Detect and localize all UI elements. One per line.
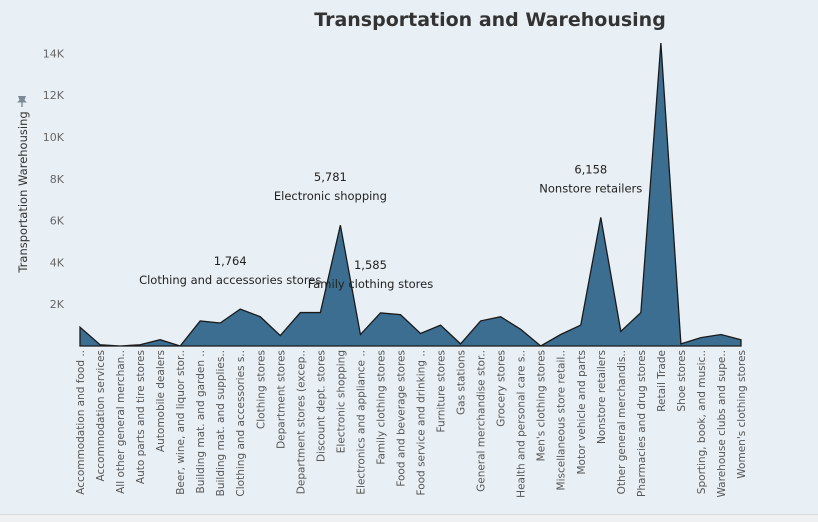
y-tick-label: 12K (43, 89, 65, 102)
x-tick-label: Grocery stores (496, 350, 508, 427)
x-tick-label: Men's clothing stores (536, 350, 548, 461)
x-tick-label: Family clothing stores (375, 350, 387, 465)
annotation-label: Clothing and accessories stores (139, 273, 321, 287)
x-tick-label: Gas stations (456, 350, 468, 415)
x-tick-label: Beer, wine, and liquor stor.. (175, 350, 187, 495)
bottom-scroll-strip (0, 514, 818, 522)
x-tick-label: Discount dept. stores (315, 350, 327, 462)
x-tick-label: Department stores (excep.. (295, 350, 307, 494)
x-tick-label: Warehouse clubs and supe.. (716, 350, 728, 498)
y-tick-label: 8K (50, 173, 65, 186)
annotation-label: Family clothing stores (308, 277, 434, 291)
y-tick-label: 6K (50, 215, 65, 228)
y-tick-label: 4K (50, 256, 65, 269)
x-tick-label: Pharmacies and drug stores (636, 350, 648, 497)
x-tick-label: All other general merchan.. (115, 350, 127, 494)
x-tick-label: Other general merchandis.. (616, 350, 628, 494)
annotation-label: Nonstore retailers (539, 181, 642, 195)
x-tick-label: Sporting, book, and music.. (696, 350, 708, 494)
x-tick-label: Food and beverage stores (395, 350, 407, 487)
y-tick-label: 14K (43, 47, 65, 60)
x-tick-label: General merchandise stor.. (476, 350, 488, 492)
annotation-value: 6,158 (574, 162, 607, 176)
x-tick-label: Retail Trade (656, 350, 668, 412)
chart-title: Transportation and Warehousing (314, 9, 666, 31)
x-tick-label: Nonstore retailers (596, 350, 608, 444)
x-tick-label: Auto parts and tire stores (135, 350, 147, 484)
pin-icon[interactable] (17, 96, 27, 107)
x-tick-label: Miscellaneous store retail.. (556, 350, 568, 490)
y-tick-label: 10K (43, 131, 65, 144)
x-tick-label: Electronics and appliance .. (355, 350, 367, 495)
y-tick-label: 2K (50, 298, 65, 311)
x-tick-label: Shoe stores (676, 350, 688, 412)
x-tick-label: Building mat. and supplies.. (215, 350, 227, 496)
x-tick-label: Accommodation services (95, 350, 107, 481)
y-axis-label: Transportation Warehousing (16, 111, 30, 273)
x-tick-label: Health and personal care s.. (516, 350, 528, 498)
annotation-value: 1,764 (214, 254, 247, 268)
x-tick-label: Electronic shopping (335, 350, 347, 453)
x-tick-label: Clothing stores (255, 350, 267, 429)
x-tick-label: Automobile dealers (155, 350, 167, 452)
y-axis: 2K 4K 6K 8K 10K 12K 14K (43, 47, 65, 311)
x-tick-label: Clothing and accessories s.. (235, 350, 247, 497)
annotation-label: Electronic shopping (274, 189, 387, 203)
annotation-value: 5,781 (314, 170, 347, 184)
x-tick-label: Department stores (275, 350, 287, 449)
x-axis: Accommodation and food .. Accommodation s… (75, 350, 748, 498)
annotations: 1,764 Clothing and accessories stores 5,78… (139, 162, 642, 291)
x-tick-label: Food service and drinking .. (416, 350, 428, 495)
x-tick-label: Building mat. and garden .. (195, 350, 207, 494)
x-tick-label: Furniture stores (436, 350, 448, 433)
x-tick-label: Motor vehicle and parts (576, 350, 588, 475)
x-tick-label: Women's clothing stores (736, 350, 748, 479)
annotation-value: 1,585 (354, 258, 387, 272)
x-tick-label: Accommodation and food .. (75, 350, 87, 495)
